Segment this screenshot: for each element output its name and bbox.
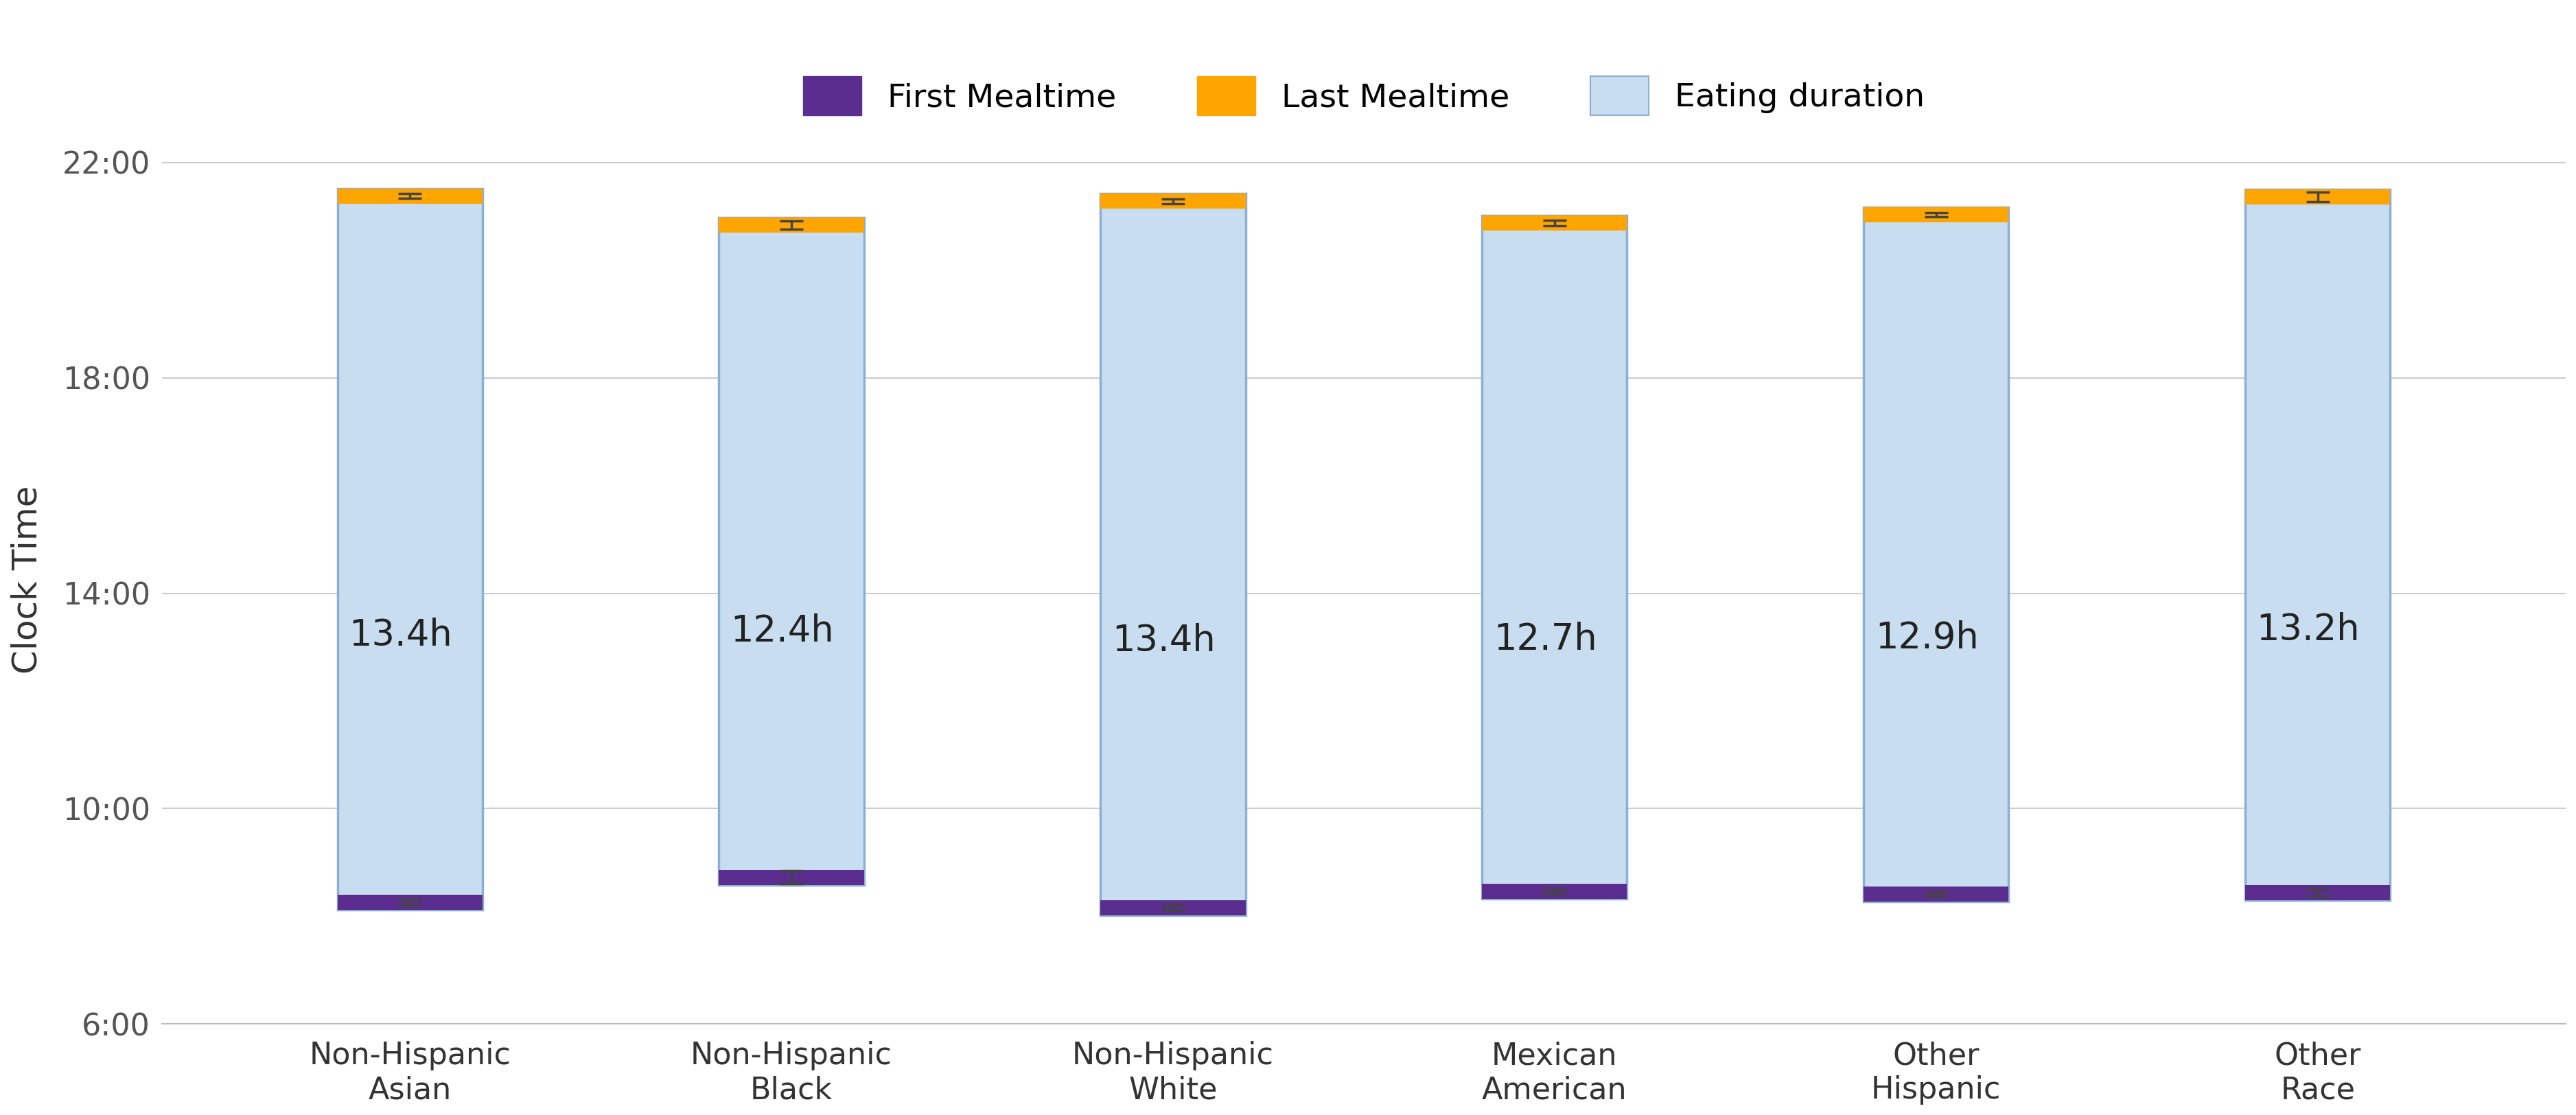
Bar xyxy=(337,894,482,910)
Bar xyxy=(2246,190,2391,900)
Y-axis label: Clock Time: Clock Time xyxy=(10,486,44,673)
Bar xyxy=(1481,884,1628,899)
Bar xyxy=(719,870,863,885)
Text: 13.4h: 13.4h xyxy=(1113,623,1216,659)
Bar xyxy=(1481,215,1628,231)
Legend: First Mealtime, Last Mealtime, Eating duration: First Mealtime, Last Mealtime, Eating du… xyxy=(791,64,1937,128)
Bar xyxy=(2246,885,2391,900)
Bar xyxy=(1100,194,1247,209)
Bar xyxy=(719,217,863,885)
Bar xyxy=(337,188,482,204)
Text: 12.7h: 12.7h xyxy=(1494,621,1597,657)
Bar xyxy=(1862,207,2009,902)
Bar xyxy=(1481,215,1628,899)
Text: 13.2h: 13.2h xyxy=(2257,612,2360,648)
Bar xyxy=(337,188,482,910)
Bar xyxy=(1100,194,1247,915)
Text: 12.4h: 12.4h xyxy=(732,613,835,649)
Text: 12.9h: 12.9h xyxy=(1875,620,1978,656)
Bar xyxy=(719,217,863,233)
Bar xyxy=(1100,900,1247,915)
Text: 13.4h: 13.4h xyxy=(348,618,453,653)
Bar xyxy=(2246,190,2391,204)
Bar xyxy=(1862,886,2009,902)
Bar xyxy=(1862,207,2009,222)
